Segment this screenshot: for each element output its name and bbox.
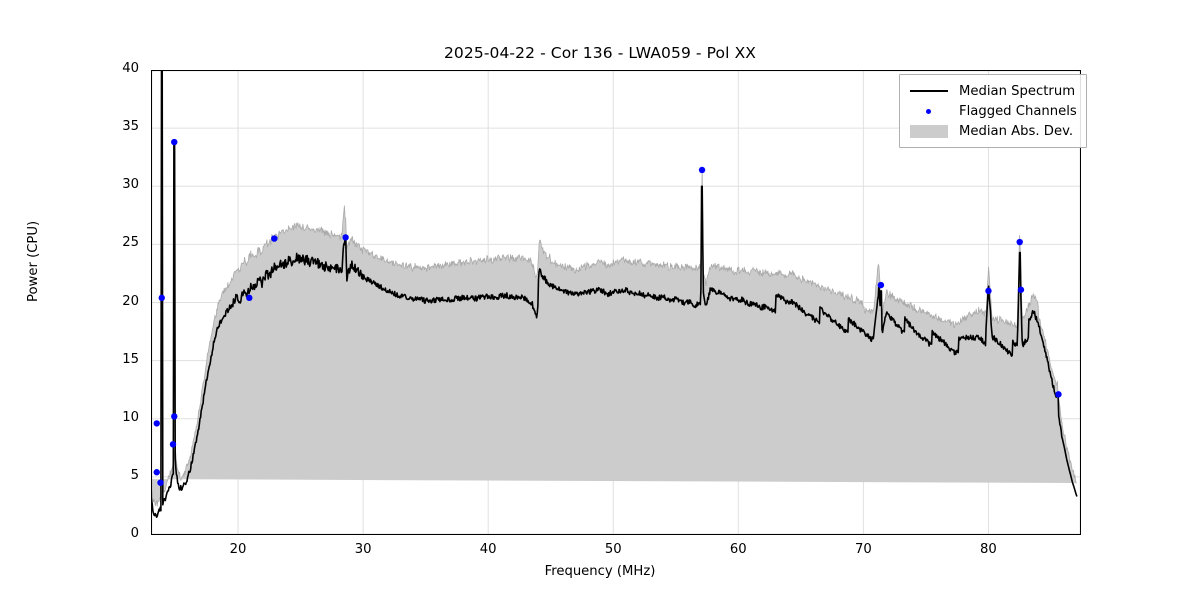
flagged-channel-dot — [158, 294, 165, 302]
legend-swatch-line-icon — [908, 82, 950, 100]
legend-label: Median Abs. Dev. — [959, 123, 1074, 139]
flagged-channel-dot — [246, 294, 253, 302]
legend-swatch-dot-icon — [908, 102, 950, 120]
x-tick-40: 40 — [479, 542, 497, 557]
flagged-channel-dot — [1055, 391, 1062, 398]
flagged-channel-dot — [877, 281, 885, 289]
flagged-channel-markers — [153, 138, 1062, 486]
x-tick-80: 80 — [980, 542, 997, 557]
flagged-channel-dot — [985, 287, 992, 295]
flagged-channel-dot — [169, 441, 177, 448]
legend-entry-dot: Flagged Channels — [908, 101, 1077, 121]
flagged-channel-dot — [171, 413, 178, 420]
axes-spines — [151, 70, 1081, 535]
chart-title: 2025-04-22 - Cor 136 - LWA059 - Pol XX — [443, 44, 757, 62]
y-tick-0: 0 — [130, 526, 139, 541]
flagged-channel-dot — [153, 420, 160, 427]
legend-entry-line: Median Spectrum — [908, 81, 1077, 101]
y-tick-5: 5 — [130, 467, 139, 483]
flagged-channel-dot — [1016, 238, 1023, 246]
x-tick-60: 60 — [729, 542, 747, 557]
flagged-channel-dot — [698, 166, 706, 174]
y-tick-25: 25 — [122, 235, 139, 251]
mad-band — [151, 168, 1077, 507]
legend-label: Flagged Channels — [959, 103, 1077, 119]
legend-label: Median Spectrum — [959, 83, 1076, 99]
flagged-channel-dot — [342, 234, 349, 241]
y-tick-35: 35 — [122, 119, 139, 135]
y-tick-40: 40 — [122, 61, 139, 76]
y-tick-15: 15 — [122, 351, 139, 367]
x-tick-30: 30 — [354, 542, 372, 557]
flagged-channel-dot — [1017, 286, 1025, 293]
x-tick-50: 50 — [604, 542, 622, 557]
y-axis-label: Power (CPU) — [26, 220, 41, 302]
legend-swatch-patch-icon — [908, 122, 950, 140]
x-axis-label: Frequency (MHz) — [544, 564, 656, 579]
y-tick-20: 20 — [122, 293, 139, 309]
flagged-channel-dot — [171, 138, 178, 146]
y-tick-10: 10 — [122, 409, 139, 425]
legend-entry-patch: Median Abs. Dev. — [908, 121, 1077, 141]
spectrum-plot — [151, 70, 1081, 535]
legend-box: Median Spectrum Flagged Channels Median Ab… — [899, 74, 1087, 148]
flagged-channel-dot — [157, 479, 164, 486]
median-spectrum-line — [151, 70, 1078, 518]
flagged-channel-dot — [271, 235, 278, 242]
x-tick-70: 70 — [854, 542, 872, 557]
y-tick-30: 30 — [122, 177, 139, 193]
x-tick-20: 20 — [229, 542, 247, 557]
flagged-channel-dot — [153, 469, 160, 476]
plot-area — [151, 70, 1081, 535]
